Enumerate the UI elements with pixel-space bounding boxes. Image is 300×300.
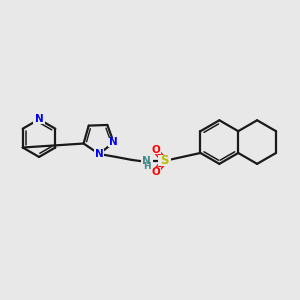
- Text: N: N: [109, 137, 118, 148]
- FancyBboxPatch shape: [94, 149, 104, 158]
- Text: S: S: [160, 154, 169, 167]
- Text: N: N: [95, 149, 103, 159]
- FancyBboxPatch shape: [158, 155, 171, 166]
- FancyBboxPatch shape: [150, 167, 161, 176]
- Text: O: O: [151, 167, 160, 177]
- FancyBboxPatch shape: [141, 156, 152, 165]
- FancyBboxPatch shape: [150, 146, 161, 154]
- FancyBboxPatch shape: [142, 164, 152, 170]
- Text: O: O: [151, 145, 160, 155]
- Text: N: N: [142, 156, 151, 166]
- FancyBboxPatch shape: [108, 138, 119, 147]
- Text: H: H: [143, 162, 150, 171]
- Text: N: N: [35, 114, 44, 124]
- FancyBboxPatch shape: [33, 115, 45, 124]
